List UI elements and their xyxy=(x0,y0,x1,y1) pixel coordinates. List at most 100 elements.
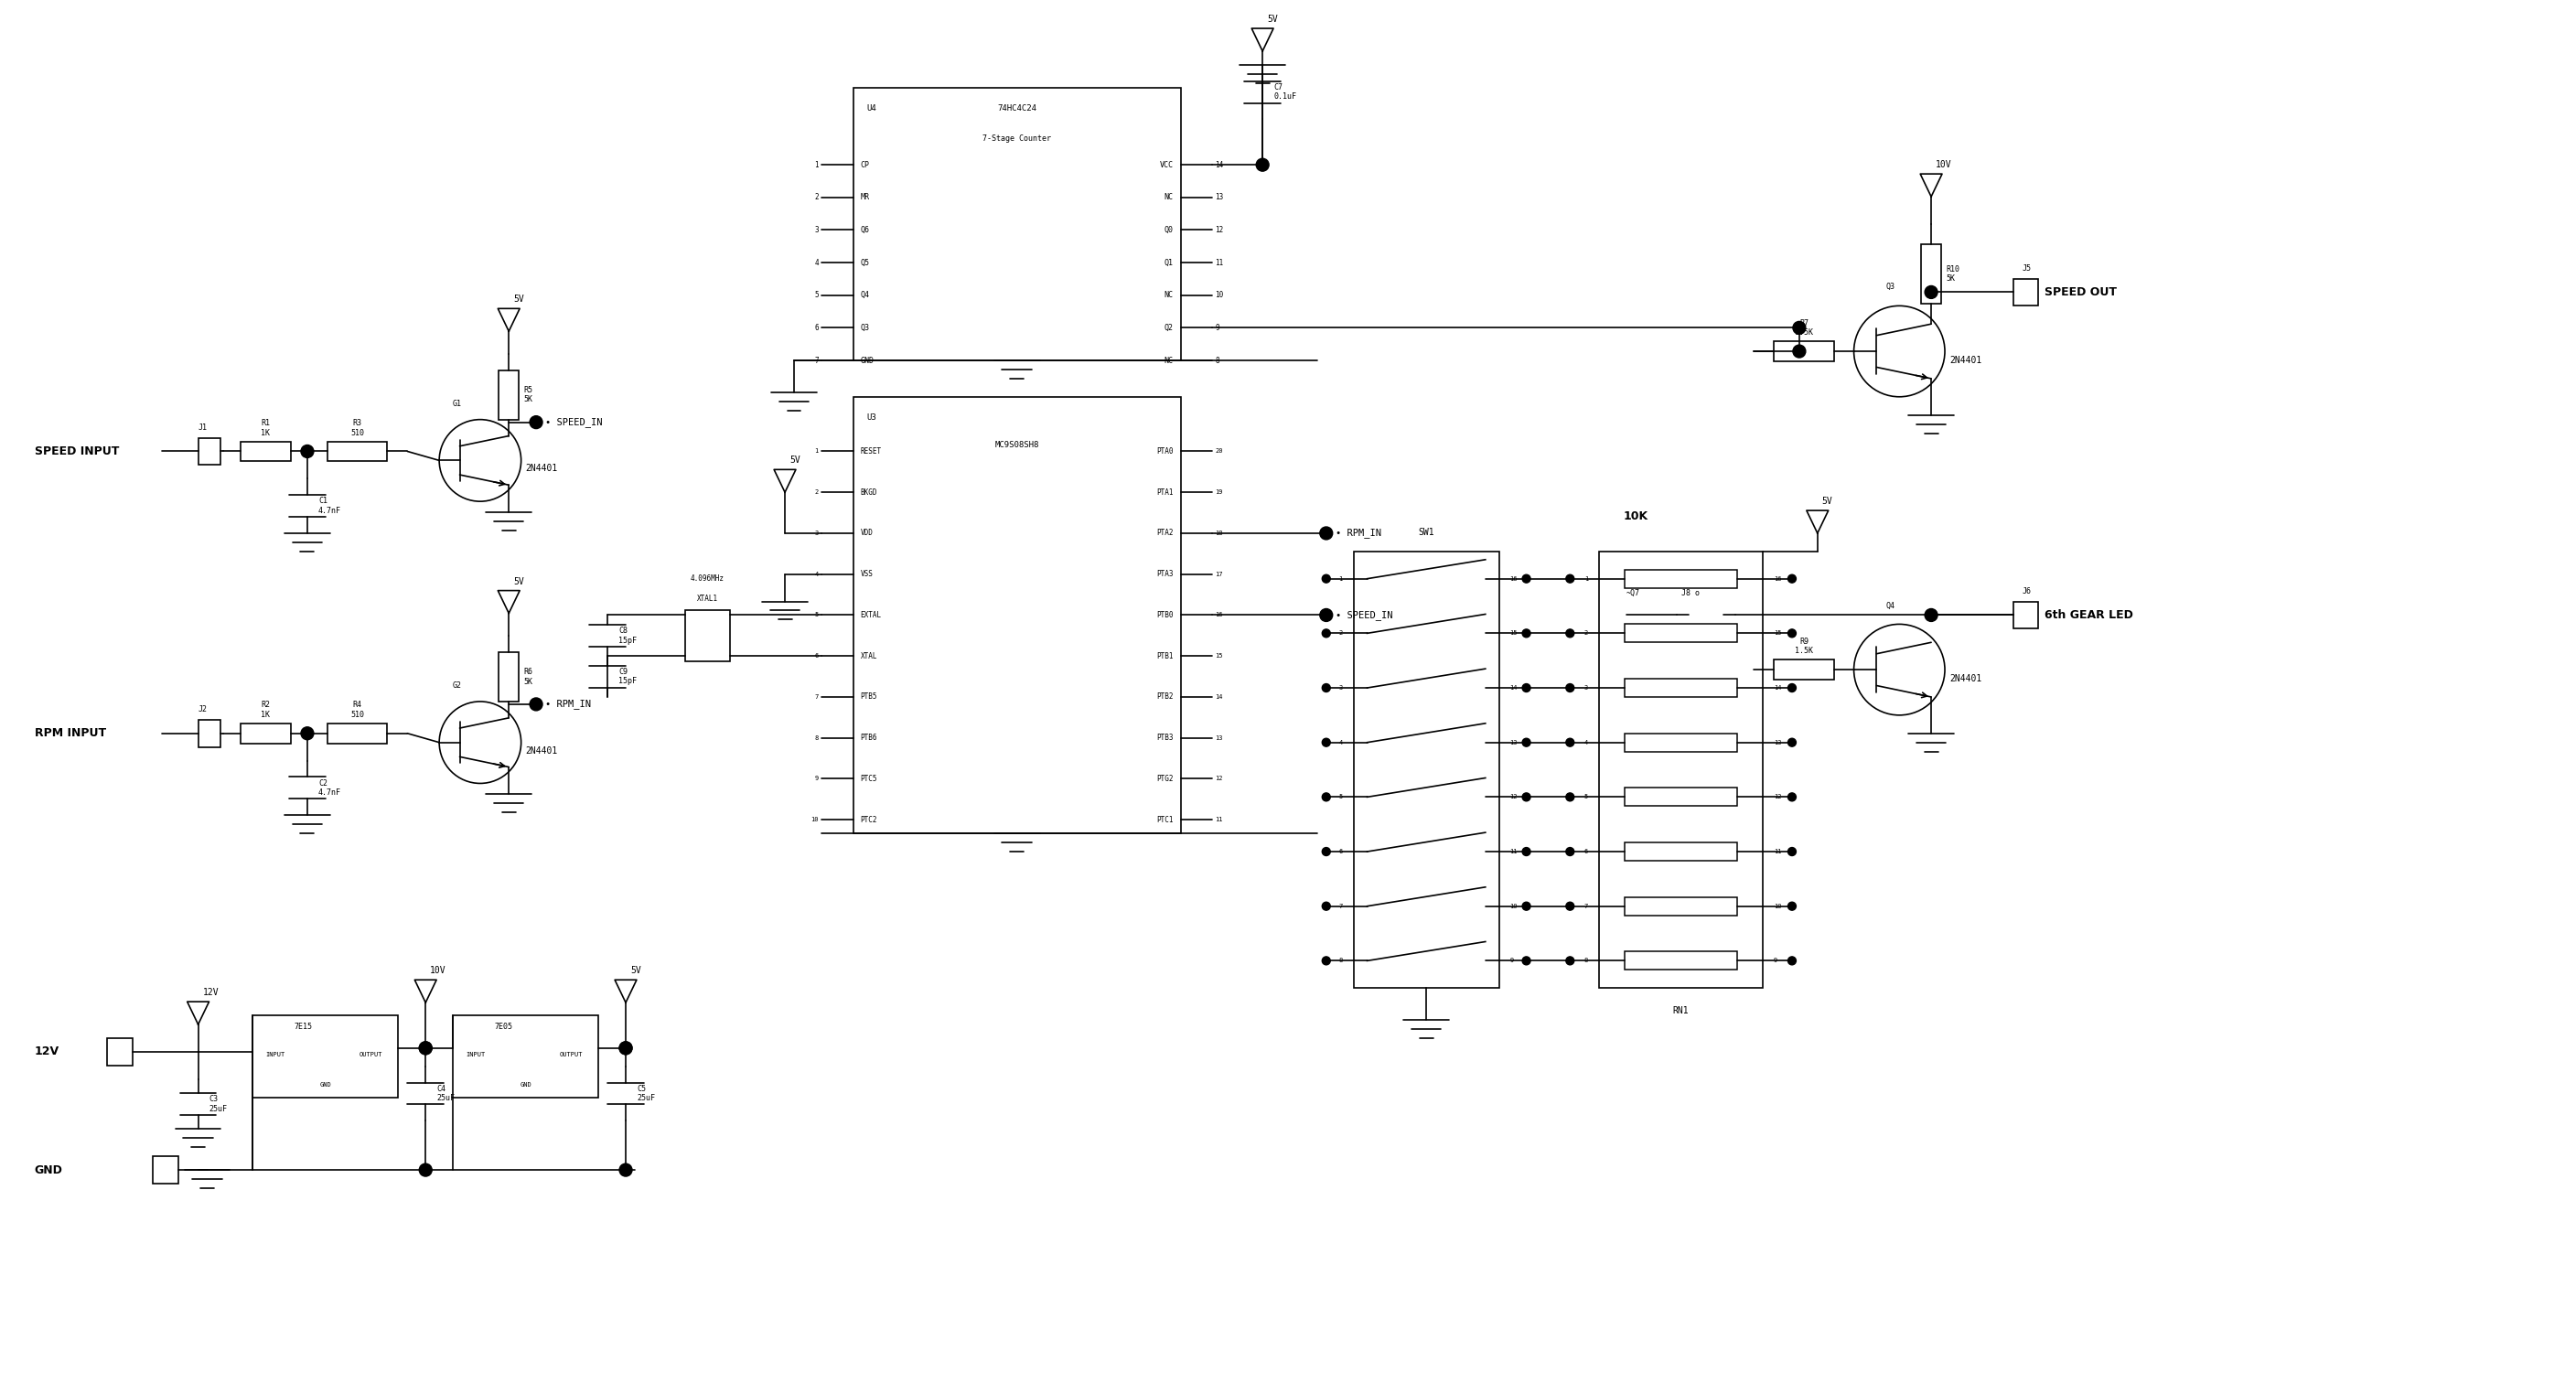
Text: PTA0: PTA0 xyxy=(1157,447,1175,455)
Text: OUTPUT: OUTPUT xyxy=(559,1051,582,1057)
Circle shape xyxy=(1788,848,1795,856)
Text: VSS: VSS xyxy=(860,570,873,578)
Circle shape xyxy=(1257,159,1270,171)
Bar xyxy=(198,719,222,747)
Circle shape xyxy=(1321,902,1329,910)
Text: 5: 5 xyxy=(1584,794,1589,799)
Text: 5: 5 xyxy=(814,290,819,299)
Text: SPEED INPUT: SPEED INPUT xyxy=(33,445,118,458)
Text: 4: 4 xyxy=(1584,740,1589,745)
Text: 5: 5 xyxy=(814,613,819,618)
Text: R7
1.5K: R7 1.5K xyxy=(1795,319,1814,336)
Text: C3
25uF: C3 25uF xyxy=(209,1095,227,1113)
Text: Q4: Q4 xyxy=(860,290,871,299)
Text: RPM INPUT: RPM INPUT xyxy=(33,727,106,740)
Circle shape xyxy=(420,1041,433,1054)
Text: 12V: 12V xyxy=(33,1046,59,1058)
Circle shape xyxy=(1566,683,1574,692)
Text: 11: 11 xyxy=(1510,849,1517,855)
Text: RN1: RN1 xyxy=(1672,1007,1690,1015)
Circle shape xyxy=(1566,739,1574,747)
Text: C5
25uF: C5 25uF xyxy=(636,1084,654,1102)
Text: 5V: 5V xyxy=(788,456,801,465)
Text: J8 o: J8 o xyxy=(1682,589,1700,597)
Circle shape xyxy=(1319,609,1332,621)
Text: XTAL: XTAL xyxy=(860,651,878,660)
Text: PTB2: PTB2 xyxy=(1157,693,1175,701)
Text: 10: 10 xyxy=(1216,290,1224,299)
Text: VCC: VCC xyxy=(1159,160,1175,169)
Bar xyxy=(1625,788,1736,806)
Text: PTB0: PTB0 xyxy=(1157,611,1175,620)
Text: 5V: 5V xyxy=(513,295,523,304)
Bar xyxy=(327,441,386,462)
Text: 15: 15 xyxy=(1775,631,1783,636)
Text: GND: GND xyxy=(520,1082,531,1087)
Circle shape xyxy=(1321,574,1329,582)
Text: C8
15pF: C8 15pF xyxy=(618,626,636,644)
Circle shape xyxy=(301,727,314,740)
Text: NC: NC xyxy=(1164,194,1175,202)
Circle shape xyxy=(1788,902,1795,910)
Text: 16: 16 xyxy=(1216,613,1224,618)
Bar xyxy=(1600,552,1762,987)
Text: 3: 3 xyxy=(1584,685,1589,690)
Text: 74HC4C24: 74HC4C24 xyxy=(997,104,1036,112)
Text: OUTPUT: OUTPUT xyxy=(358,1051,384,1057)
Circle shape xyxy=(301,445,314,458)
Text: 14: 14 xyxy=(1775,685,1783,690)
Text: SW1: SW1 xyxy=(1419,528,1435,537)
Bar xyxy=(152,1156,178,1184)
Bar xyxy=(1625,952,1736,969)
Text: BKGD: BKGD xyxy=(860,488,878,496)
Text: R9
1.5K: R9 1.5K xyxy=(1795,638,1814,656)
Text: PTC1: PTC1 xyxy=(1157,816,1175,824)
Circle shape xyxy=(1788,574,1795,582)
Text: U4: U4 xyxy=(866,104,876,112)
Text: Q1: Q1 xyxy=(1164,259,1175,267)
Bar xyxy=(327,723,386,743)
Text: 10V: 10V xyxy=(430,967,446,975)
Text: MC9S08SH8: MC9S08SH8 xyxy=(994,440,1038,448)
Circle shape xyxy=(618,1041,631,1054)
Circle shape xyxy=(1566,629,1574,638)
Text: 4: 4 xyxy=(814,259,819,267)
Text: 13: 13 xyxy=(1510,740,1517,745)
Bar xyxy=(1625,898,1736,916)
Text: PTA3: PTA3 xyxy=(1157,570,1175,578)
Text: 5V: 5V xyxy=(513,577,523,586)
Circle shape xyxy=(1566,902,1574,910)
Bar xyxy=(1775,342,1834,361)
Circle shape xyxy=(1788,739,1795,747)
Text: • RPM_IN: • RPM_IN xyxy=(546,700,590,709)
Circle shape xyxy=(1566,574,1574,582)
Circle shape xyxy=(1793,321,1806,335)
Circle shape xyxy=(1321,739,1329,747)
Text: 10: 10 xyxy=(811,817,819,823)
Text: C2
4.7nF: C2 4.7nF xyxy=(319,779,340,797)
Text: 11: 11 xyxy=(1216,817,1224,823)
Text: INPUT: INPUT xyxy=(265,1051,286,1057)
Text: 12: 12 xyxy=(1775,794,1783,799)
Circle shape xyxy=(1319,527,1332,539)
Circle shape xyxy=(1321,629,1329,638)
Text: 6: 6 xyxy=(1340,849,1342,855)
Text: 14: 14 xyxy=(1216,160,1224,169)
Text: 8: 8 xyxy=(1584,958,1589,964)
Text: GND: GND xyxy=(33,1164,62,1176)
Circle shape xyxy=(1566,957,1574,965)
Text: 9: 9 xyxy=(1775,958,1777,964)
Bar xyxy=(1625,842,1736,860)
Text: PTA2: PTA2 xyxy=(1157,530,1175,538)
Text: PTB1: PTB1 xyxy=(1157,651,1175,660)
Text: 8: 8 xyxy=(1340,958,1342,964)
Text: VDD: VDD xyxy=(860,530,873,538)
Text: Q3: Q3 xyxy=(1886,284,1896,292)
Text: PTC2: PTC2 xyxy=(860,816,878,824)
Text: 6: 6 xyxy=(814,653,819,658)
Text: EXTAL: EXTAL xyxy=(860,611,881,620)
Text: 16: 16 xyxy=(1510,575,1517,581)
Text: Q4: Q4 xyxy=(1886,602,1896,610)
Text: 13: 13 xyxy=(1216,194,1224,202)
Bar xyxy=(1625,624,1736,642)
